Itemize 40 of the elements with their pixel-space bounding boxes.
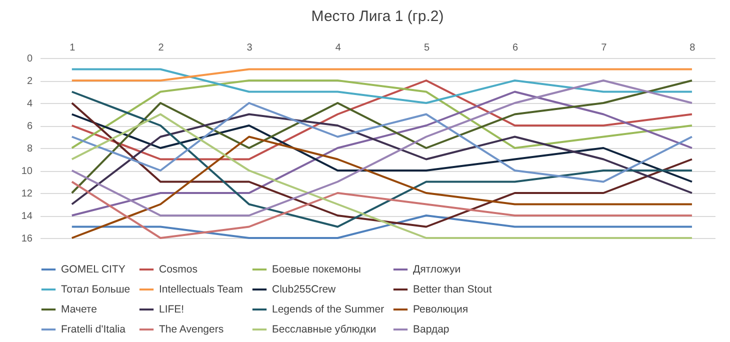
y-tick-label: 14 — [21, 211, 33, 222]
x-tick-label: 5 — [424, 42, 430, 54]
legend-label: Дятложуи — [413, 264, 461, 276]
y-tick-label: 10 — [21, 166, 33, 177]
y-tick-label: 16 — [21, 234, 33, 244]
y-tick-label: 2 — [26, 76, 33, 87]
legend-label: Вардар — [413, 324, 450, 336]
x-tick-label: 8 — [690, 42, 696, 54]
x-tick-label: 4 — [335, 42, 342, 54]
legend-label: LIFE! — [159, 304, 184, 316]
y-tick-label: 4 — [26, 98, 33, 110]
legend-label: GOMEL CITY — [61, 264, 126, 276]
line-series — [70, 180, 693, 239]
chart-title: Место Лига 1 (гр.2) — [311, 8, 444, 25]
x-tick-label: 6 — [512, 42, 519, 54]
line-series — [70, 113, 693, 239]
legend-label: Legends of the Summer — [272, 304, 385, 316]
legend-label: Cosmos — [159, 264, 198, 276]
legend-label: Intellectuals Team — [159, 284, 244, 296]
line-series — [70, 136, 693, 239]
line-series — [70, 68, 693, 104]
y-tick-label: 8 — [26, 144, 33, 154]
legend-label: Club255Crew — [272, 284, 336, 296]
y-tick-label: 6 — [26, 121, 33, 132]
x-tick-label: 2 — [158, 42, 164, 54]
legend-label: Революция — [413, 304, 468, 316]
x-tick-label: 7 — [601, 42, 608, 54]
line-series — [70, 80, 693, 194]
legend-label: Боевые покемоны — [272, 264, 361, 276]
legend-label: The Avengers — [159, 324, 224, 336]
legend-label: Fratelli d'Italia — [61, 324, 126, 336]
line-series — [70, 113, 693, 206]
x-tick-label: 3 — [246, 42, 253, 54]
x-tick-label: 1 — [70, 42, 76, 54]
legend-label: Better than Stout — [413, 284, 492, 296]
y-tick-label: 0 — [26, 54, 33, 64]
legend-label: Мачете — [61, 304, 98, 316]
legend-label: Бесславные ублюдки — [272, 324, 376, 336]
legend-label: Тотал Больше — [61, 284, 130, 296]
y-tick-label: 12 — [21, 188, 33, 200]
